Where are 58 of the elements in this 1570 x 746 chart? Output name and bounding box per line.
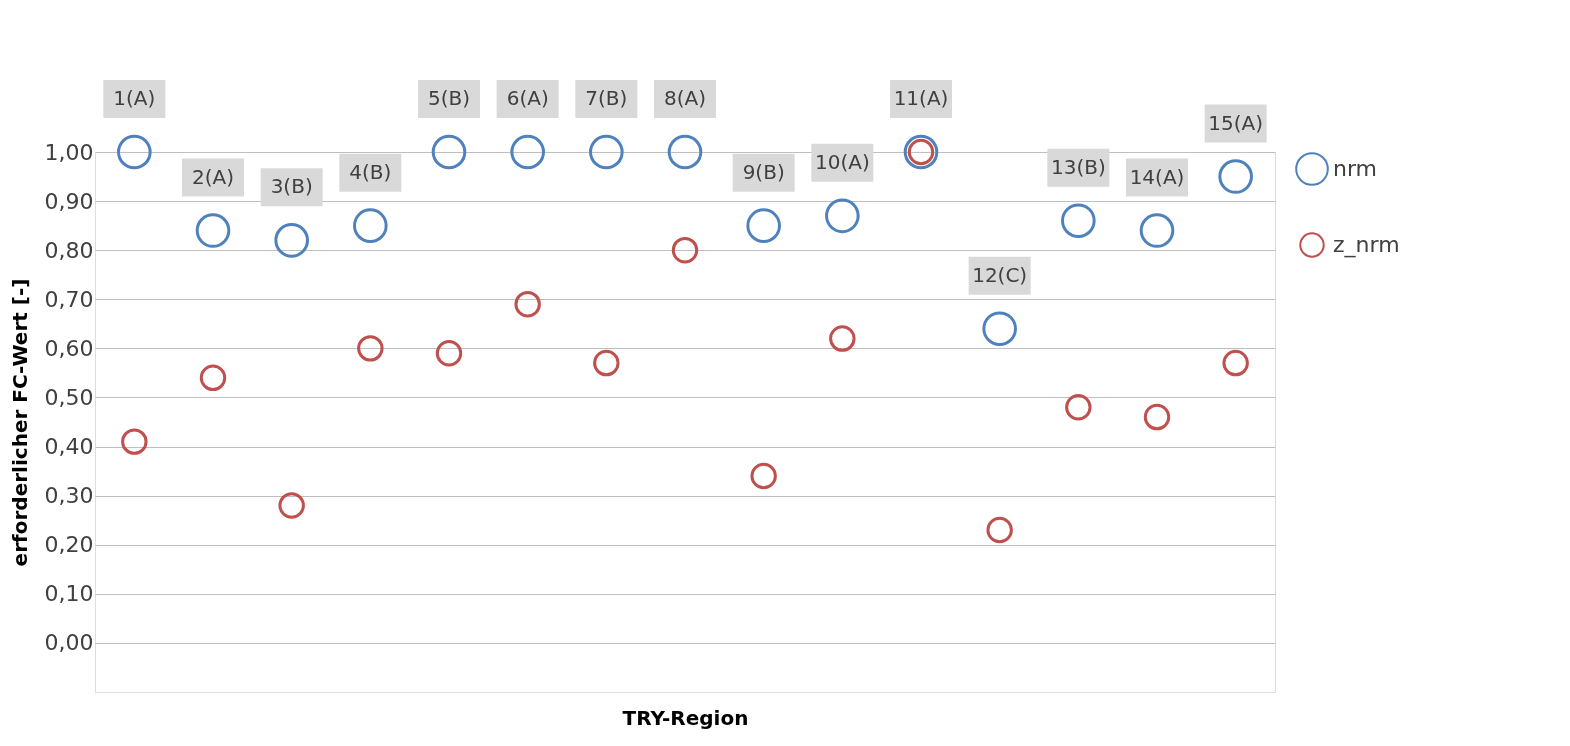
point	[1218, 159, 1253, 194]
point	[1139, 213, 1175, 248]
x-tick-label: 4(B)	[349, 159, 392, 184]
point	[435, 340, 463, 367]
point	[278, 492, 305, 519]
x-tick-label: 7(B)	[585, 86, 628, 110]
y-tick-label: 0,00	[44, 630, 94, 656]
point	[510, 134, 545, 170]
point	[982, 311, 1017, 347]
legend-label: z_nrm	[1333, 232, 1400, 258]
point	[357, 335, 384, 362]
y-tick-label: 0,60	[44, 335, 94, 361]
y-tick-label: 0,50	[44, 384, 94, 410]
x-tick-label: 10(A)	[814, 149, 870, 174]
x-tick-label: 13(B)	[1050, 154, 1106, 179]
point	[1143, 403, 1171, 431]
point	[750, 462, 777, 490]
point	[514, 290, 541, 318]
point	[667, 134, 703, 170]
y-tick-label: 0,70	[44, 286, 94, 312]
legend-label: nrm	[1333, 156, 1378, 181]
y-tick-label: 0,40	[44, 434, 94, 460]
y-axis-title: erforderlicher FC-Wert [-]	[7, 278, 32, 567]
x-tick-label: 5(B)	[427, 86, 471, 110]
point	[431, 134, 467, 170]
point	[353, 208, 388, 243]
x-tick-label: 1(A)	[113, 86, 156, 110]
x-tick-label: 3(B)	[270, 174, 313, 199]
point	[671, 236, 699, 264]
point	[1061, 203, 1096, 239]
point	[1222, 349, 1249, 377]
point	[589, 134, 624, 170]
point	[825, 198, 860, 234]
x-tick-label: 9(B)	[742, 159, 785, 184]
point	[593, 349, 620, 377]
point	[746, 208, 781, 243]
y-tick-label: 1,00	[44, 139, 94, 165]
point	[117, 134, 152, 170]
point	[199, 364, 227, 392]
x-tick-label: 2(A)	[191, 164, 235, 189]
y-tick-label: 0,90	[44, 188, 94, 214]
x-tick-label: 8(A)	[663, 86, 707, 110]
point	[121, 428, 148, 455]
x-axis-title: TRY-Region	[622, 705, 749, 730]
y-tick-label: 0,10	[44, 581, 94, 607]
point	[274, 223, 309, 258]
point	[829, 325, 856, 352]
x-tick-label: 14(A)	[1129, 164, 1185, 189]
y-tick-label: 0,30	[44, 483, 94, 509]
x-tick-label: 15(A)	[1208, 110, 1264, 135]
point	[195, 213, 231, 248]
x-tick-label: 6(A)	[506, 86, 549, 110]
x-tick-label: 12(C)	[972, 262, 1028, 287]
x-tick-label: 11(A)	[893, 86, 949, 110]
point	[986, 516, 1013, 544]
point	[1065, 394, 1092, 421]
y-tick-label: 0,20	[44, 532, 94, 558]
y-tick-label: 0,80	[44, 237, 94, 263]
